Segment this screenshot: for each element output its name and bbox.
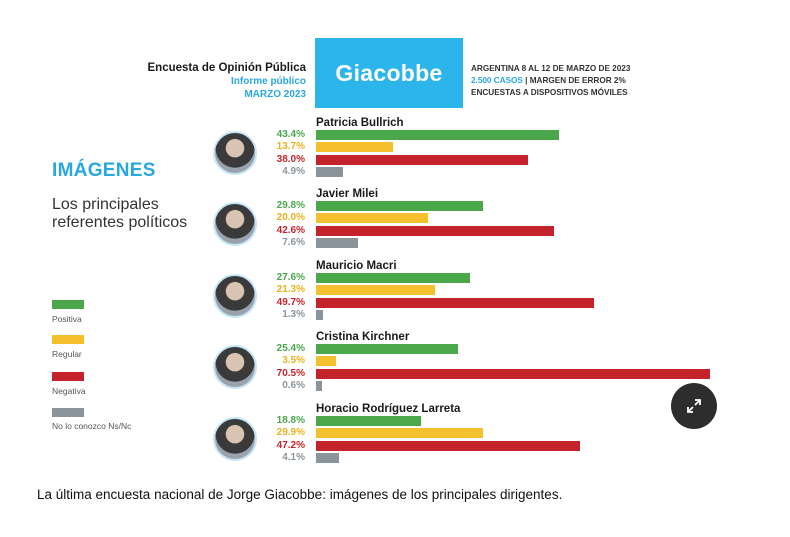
data-label-mauricio-macri-positive: 27.6% (276, 272, 305, 283)
bar-mauricio-macri-positive (316, 273, 471, 283)
bar-patricia-bullrich-unknown (316, 166, 344, 177)
bar-cristina-kirchner-regular (316, 356, 336, 367)
candidate-name-horacio-rodriguez-larreta: Horacio Rodríguez Larreta (316, 403, 461, 415)
bar-cristina-kirchner-negative (316, 368, 710, 379)
bar-mauricio-macri-unknown (316, 309, 324, 320)
candidate-photo-cristina-kirchner (213, 345, 257, 389)
candidate-photo-horacio-rodriguez-larreta (213, 417, 257, 461)
data-label-patricia-bullrich-regular: 13.7% (276, 141, 305, 153)
legend-swatch-negative (52, 372, 84, 381)
data-label-javier-milei-positive: 29.8% (276, 200, 305, 211)
legend-swatch-regular (52, 335, 84, 344)
survey-cases: 2.500 CASOS (471, 76, 523, 85)
data-label-horacio-rodriguez-larreta-positive: 18.8% (276, 415, 305, 426)
survey-method: ENCUESTAS A DISPOSITIVOS MÓVILES (471, 88, 628, 97)
data-label-horacio-rodriguez-larreta-negative: 47.2% (276, 439, 305, 451)
candidate-photo-mauricio-macri (213, 274, 257, 318)
data-label-mauricio-macri-regular: 21.3% (276, 284, 305, 296)
survey-title: Encuesta de Opinión Pública (147, 62, 306, 74)
data-label-javier-milei-regular: 20.0% (276, 212, 305, 224)
data-label-mauricio-macri-unknown: 1.3% (282, 308, 305, 320)
data-label-mauricio-macri-negative: 49.7% (276, 296, 305, 308)
data-label-horacio-rodriguez-larreta-unknown: 4.1% (282, 451, 305, 463)
survey-margin: | MARGEN DE ERROR 2% (522, 76, 626, 85)
survey-sample: 2.500 CASOS | MARGEN DE ERROR 2% (471, 75, 630, 87)
legend-label-regular: Regular (52, 349, 82, 359)
report-header: Encuesta de Opinión Pública Informe públ… (60, 62, 306, 101)
data-label-patricia-bullrich-positive: 43.4% (276, 129, 305, 140)
legend-label-negative: Negativa (52, 386, 86, 396)
candidate-name-patricia-bullrich: Patricia Bullrich (316, 117, 404, 129)
data-label-javier-milei-unknown: 7.6% (282, 236, 305, 248)
bar-cristina-kirchner-unknown (316, 380, 322, 391)
bar-javier-milei-unknown (316, 237, 359, 248)
candidate-name-cristina-kirchner: Cristina Kirchner (316, 331, 410, 343)
legend-label-unknown: No lo conozco Ns/Nc (52, 421, 132, 431)
expand-button[interactable] (671, 383, 717, 429)
bar-mauricio-macri-negative (316, 297, 594, 308)
legend-label-positive: Positiva (52, 314, 82, 324)
data-label-cristina-kirchner-negative: 70.5% (276, 367, 305, 379)
image-caption: La última encuesta nacional de Jorge Gia… (37, 487, 563, 502)
bar-horacio-rodriguez-larreta-unknown (316, 452, 339, 463)
data-label-cristina-kirchner-unknown: 0.6% (282, 379, 305, 391)
candidate-photo-javier-milei (213, 202, 257, 246)
chart-subtitle: Los principales referentes políticos (52, 196, 188, 231)
chart-title: IMÁGENES (52, 160, 156, 181)
bar-patricia-bullrich-negative (316, 154, 529, 165)
data-label-patricia-bullrich-unknown: 4.9% (282, 165, 305, 177)
bar-horacio-rodriguez-larreta-negative (316, 440, 580, 451)
candidate-name-javier-milei: Javier Milei (316, 188, 379, 200)
bar-javier-milei-positive (316, 201, 483, 211)
bar-cristina-kirchner-positive (316, 344, 458, 354)
bar-patricia-bullrich-regular (316, 142, 393, 153)
bar-mauricio-macri-regular (316, 285, 436, 296)
bar-patricia-bullrich-positive (316, 130, 559, 140)
bar-javier-milei-regular (316, 213, 428, 224)
bar-horacio-rodriguez-larreta-regular (316, 428, 484, 439)
legend-swatch-unknown (52, 408, 84, 417)
bar-javier-milei-negative (316, 225, 555, 236)
survey-details: ARGENTINA 8 AL 12 DE MARZO DE 2023 2.500… (471, 63, 630, 99)
candidate-photo-patricia-bullrich (213, 131, 257, 175)
brand-logo: Giacobbe (315, 38, 463, 108)
data-label-cristina-kirchner-positive: 25.4% (276, 343, 305, 354)
survey-place-dates: ARGENTINA 8 AL 12 DE MARZO DE 2023 (471, 64, 631, 73)
candidate-name-mauricio-macri: Mauricio Macri (316, 260, 397, 272)
legend-swatch-positive (52, 300, 84, 309)
bar-horacio-rodriguez-larreta-positive (316, 416, 422, 426)
data-label-patricia-bullrich-negative: 38.0% (276, 153, 305, 165)
data-label-javier-milei-negative: 42.6% (276, 224, 305, 236)
data-label-cristina-kirchner-regular: 3.5% (282, 355, 305, 367)
data-label-horacio-rodriguez-larreta-regular: 29.9% (276, 427, 305, 439)
report-type: Informe público (231, 76, 306, 87)
expand-icon (687, 399, 701, 413)
report-date: MARZO 2023 (244, 89, 306, 100)
